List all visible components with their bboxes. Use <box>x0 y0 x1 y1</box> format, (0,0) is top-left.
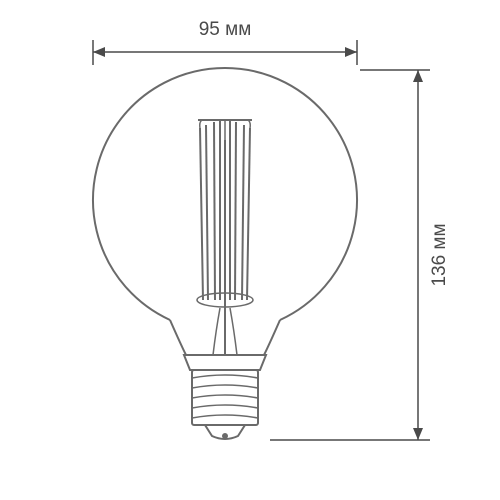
height-dimension: 136 мм <box>270 70 450 440</box>
bulb-collar <box>184 355 266 370</box>
filament-assembly <box>197 120 253 355</box>
bulb-contact-dot <box>222 433 228 439</box>
bulb-threads <box>192 375 258 418</box>
bulb <box>93 68 357 439</box>
bulb-dimension-diagram: 95 мм 136 мм <box>0 0 500 500</box>
width-dimension-label: 95 мм <box>199 19 252 40</box>
bulb-neck-left <box>170 320 186 355</box>
width-dimension: 95 мм <box>93 19 357 65</box>
height-dimension-label: 136 мм <box>429 223 450 286</box>
bulb-neck-right <box>264 320 280 355</box>
